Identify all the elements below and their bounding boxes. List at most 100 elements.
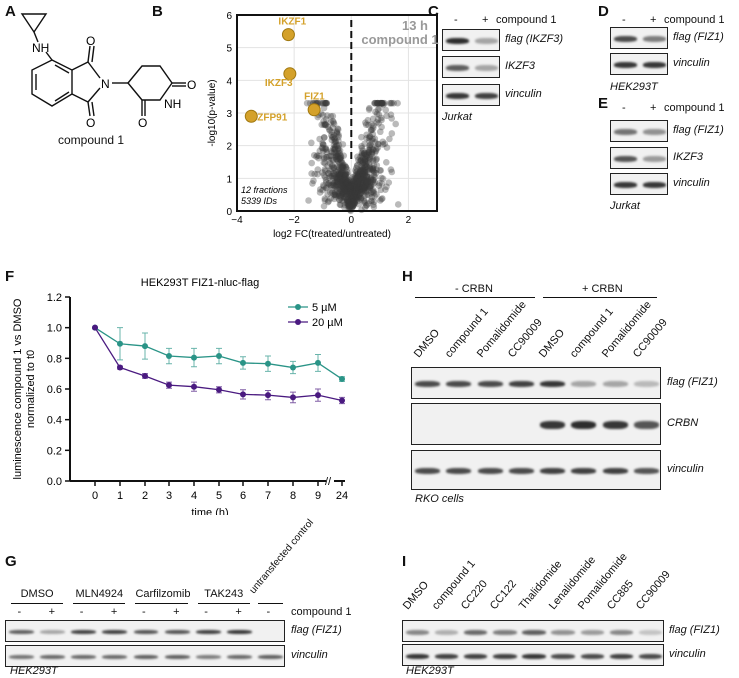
data-point <box>390 99 398 107</box>
data-point <box>348 187 355 195</box>
data-point <box>374 144 382 151</box>
data-point <box>370 122 377 129</box>
data-point <box>362 164 369 172</box>
y-tick-label: 0.4 <box>47 415 62 427</box>
data-point <box>325 156 333 164</box>
data-point <box>377 167 385 174</box>
group-line <box>257 603 283 604</box>
data-point <box>374 116 382 123</box>
data-point <box>339 141 347 148</box>
data-point <box>377 128 384 136</box>
blot-row-label: IKZF3 <box>505 60 535 72</box>
data-point <box>382 158 390 166</box>
data-point <box>346 186 354 193</box>
data-point <box>370 189 378 197</box>
data-point <box>330 120 338 128</box>
data-point <box>358 171 366 179</box>
x-tick-label: 7 <box>265 490 271 502</box>
data-point <box>341 187 348 194</box>
data-point <box>363 191 371 199</box>
data-point <box>342 172 349 180</box>
lane-label: CC122 <box>488 578 520 612</box>
data-point <box>362 150 369 157</box>
band <box>102 630 128 634</box>
group-label: Carfilzomib <box>135 588 191 600</box>
band <box>445 65 470 71</box>
data-point <box>357 185 365 193</box>
data-point <box>356 167 364 175</box>
data-point <box>388 130 396 137</box>
data-point <box>378 99 386 107</box>
data-point <box>352 184 359 192</box>
data-point <box>337 185 344 192</box>
data-point <box>373 191 380 198</box>
data-point <box>370 168 378 176</box>
band <box>642 182 667 188</box>
data-point <box>355 183 363 191</box>
data-point <box>339 175 346 182</box>
data-point <box>335 190 343 198</box>
data-point <box>369 130 377 138</box>
data-point <box>358 150 366 158</box>
blot-row-label: vinculin <box>667 463 704 475</box>
data-point <box>353 196 361 203</box>
data-point <box>346 196 354 204</box>
data-point <box>335 163 343 171</box>
data-point <box>361 183 369 191</box>
data-point <box>371 179 379 186</box>
data-point <box>355 156 362 164</box>
data-point <box>362 155 369 163</box>
data-point <box>341 201 348 209</box>
data-point <box>321 120 329 128</box>
data-point <box>348 192 355 200</box>
band <box>258 655 283 659</box>
data-point <box>347 185 354 192</box>
blot-row-label: vinculin <box>673 177 710 189</box>
data-point <box>350 189 358 196</box>
data-point <box>334 158 342 165</box>
data-point <box>330 131 338 139</box>
data-point <box>328 132 335 139</box>
blot-vinculin <box>402 644 664 666</box>
data-point <box>321 174 329 181</box>
data-point <box>357 174 364 182</box>
data-point <box>347 196 354 204</box>
data-point <box>363 181 370 189</box>
atom-nh: NH <box>164 97 181 111</box>
point-label: IKZF3 <box>265 78 293 89</box>
chart-subtitle: compound 1 <box>361 32 438 47</box>
data-point <box>335 131 342 139</box>
data-point <box>353 162 361 170</box>
band <box>613 36 638 42</box>
data-point <box>326 127 334 134</box>
x-tick-label: 2 <box>142 490 148 502</box>
data-point <box>335 173 342 181</box>
data-point <box>378 99 386 107</box>
blot-row-label: vinculin <box>669 648 706 660</box>
data-point <box>373 166 380 173</box>
data-point <box>351 177 358 185</box>
data-point <box>321 121 329 129</box>
data-point <box>363 153 371 160</box>
data-point <box>359 183 366 191</box>
data-point <box>358 157 365 164</box>
data-point <box>349 194 357 201</box>
data-point <box>361 168 369 176</box>
data-point <box>348 188 355 196</box>
data-point <box>340 174 348 181</box>
data-point <box>332 182 339 190</box>
data-point <box>363 202 370 209</box>
data-point <box>364 180 372 188</box>
data-point <box>368 149 376 157</box>
data-point <box>368 150 376 158</box>
data-point <box>357 195 365 203</box>
data-point <box>348 196 356 203</box>
data-point <box>117 364 123 371</box>
data-point <box>354 153 361 160</box>
data-point <box>382 186 389 194</box>
data-point <box>325 170 332 177</box>
data-point <box>375 99 382 107</box>
data-point <box>366 155 374 162</box>
data-point <box>348 183 355 191</box>
data-point <box>315 359 321 366</box>
